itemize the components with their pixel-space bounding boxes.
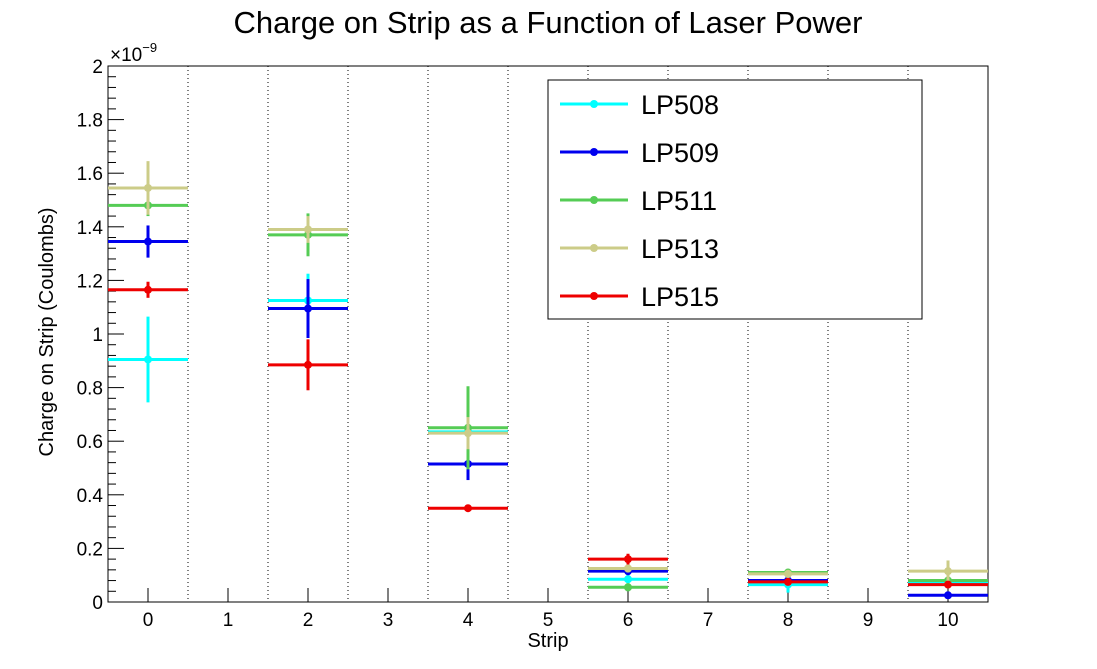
data-point [304, 360, 312, 369]
legend-item: LP511 [560, 186, 717, 216]
legend-item: LP513 [560, 234, 719, 264]
legend-label: LP508 [641, 90, 719, 120]
x-tick-label: 2 [303, 610, 314, 631]
legend-swatch-marker [590, 196, 598, 204]
chart-title: Charge on Strip as a Function of Laser P… [234, 5, 863, 40]
series-lp515 [108, 281, 988, 589]
y-tick-label: 0.4 [77, 486, 104, 507]
x-tick-label: 0 [143, 610, 154, 631]
data-point [144, 285, 152, 294]
x-tick-label: 6 [623, 610, 634, 631]
y-multiplier: ×10−9 [110, 40, 157, 66]
legend-item: LP509 [560, 138, 719, 168]
x-tick-label: 7 [703, 610, 714, 631]
data-point [304, 225, 312, 234]
data-point [144, 237, 152, 246]
y-tick-label: 1 [92, 325, 103, 346]
y-axis-label: Charge on Strip (Coulombs) [36, 208, 58, 457]
y-multiplier-exponent: −9 [142, 40, 157, 55]
series-lp513 [108, 161, 988, 582]
x-tick-label: 10 [937, 610, 958, 631]
data-point [784, 569, 792, 578]
legend-label: LP515 [641, 282, 719, 312]
y-tick-label: 2 [92, 57, 103, 78]
data-point [624, 583, 632, 592]
data-point [624, 575, 632, 584]
x-axis-label: Strip [527, 630, 568, 652]
x-tick-label: 9 [863, 610, 874, 631]
legend-swatch-marker [590, 100, 598, 108]
x-tick-label: 3 [383, 610, 394, 631]
y-tick-label: 0 [92, 593, 103, 614]
y-tick-label: 1.2 [77, 271, 103, 292]
data-point [464, 504, 472, 513]
data-point [784, 577, 792, 586]
legend-swatch-marker [590, 244, 598, 252]
x-tick-label: 8 [783, 610, 794, 631]
legend-item: LP508 [560, 90, 719, 120]
data-point [304, 304, 312, 313]
data-point [624, 555, 632, 564]
data-point [464, 429, 472, 438]
legend-label: LP511 [641, 186, 717, 216]
data-point [944, 591, 952, 600]
y-tick-label: 0.2 [77, 539, 103, 560]
x-tick-label: 5 [543, 610, 554, 631]
x-axis: 0 1 2 3 4 5 6 7 8 9 10 [143, 588, 959, 631]
legend-swatch-marker [590, 292, 598, 300]
series-lp508 [108, 273, 988, 593]
y-multiplier-base: ×10 [110, 45, 142, 66]
y-tick-label: 1.8 [77, 111, 103, 132]
data-series [108, 161, 988, 600]
y-tick-label: 1.6 [77, 164, 103, 185]
y-tick-label: 1.4 [77, 218, 104, 239]
data-point [144, 355, 152, 364]
legend-label: LP513 [641, 234, 719, 264]
legend: LP508 LP509 LP511 LP513 LP515 [547, 79, 923, 320]
x-tick-label: 4 [463, 610, 474, 631]
y-tick-label: 0.6 [77, 432, 103, 453]
y-tick-label: 0.8 [77, 379, 103, 400]
data-point [944, 567, 952, 576]
grid-lines [187, 66, 909, 602]
data-point [944, 580, 952, 589]
legend-swatch-marker [590, 148, 598, 156]
legend-label: LP509 [641, 138, 719, 168]
x-tick-label: 1 [223, 610, 234, 631]
data-point [624, 564, 632, 573]
y-axis: 0 0.2 0.4 0.6 0.8 1 1.2 1.4 1.6 1.8 2 [77, 57, 124, 614]
legend-item: LP515 [560, 282, 719, 312]
data-point [144, 183, 152, 192]
